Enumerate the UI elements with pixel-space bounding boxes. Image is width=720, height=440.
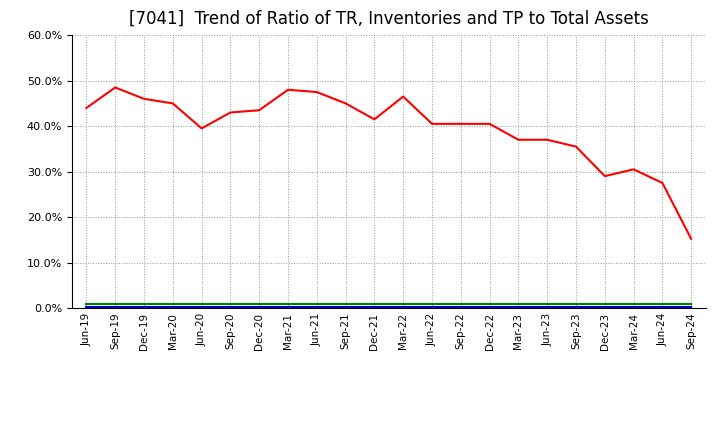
Trade Receivables [485, 121, 494, 126]
Trade Receivables [600, 173, 609, 179]
Trade Payables [284, 301, 292, 307]
Inventories [111, 304, 120, 309]
Trade Receivables [370, 117, 379, 122]
Trade Receivables [399, 94, 408, 99]
Trade Payables [687, 301, 696, 307]
Trade Receivables [456, 121, 465, 126]
Trade Receivables [687, 236, 696, 242]
Inventories [658, 304, 667, 309]
Trade Receivables [111, 85, 120, 90]
Inventories [485, 304, 494, 309]
Trade Receivables [255, 107, 264, 113]
Trade Payables [255, 301, 264, 307]
Trade Receivables [543, 137, 552, 143]
Trade Receivables [572, 144, 580, 149]
Inventories [284, 304, 292, 309]
Trade Payables [341, 301, 350, 307]
Inventories [168, 304, 177, 309]
Trade Payables [370, 301, 379, 307]
Trade Payables [197, 301, 206, 307]
Trade Payables [111, 301, 120, 307]
Inventories [399, 304, 408, 309]
Trade Payables [485, 301, 494, 307]
Trade Payables [514, 301, 523, 307]
Trade Payables [572, 301, 580, 307]
Trade Payables [312, 301, 321, 307]
Inventories [255, 304, 264, 309]
Inventories [514, 304, 523, 309]
Trade Receivables [168, 101, 177, 106]
Inventories [600, 304, 609, 309]
Inventories [456, 304, 465, 309]
Trade Payables [629, 301, 638, 307]
Trade Receivables [82, 105, 91, 110]
Trade Payables [140, 301, 148, 307]
Trade Payables [399, 301, 408, 307]
Trade Receivables [312, 89, 321, 95]
Inventories [370, 304, 379, 309]
Trade Payables [658, 301, 667, 307]
Trade Payables [600, 301, 609, 307]
Inventories [226, 304, 235, 309]
Trade Receivables [226, 110, 235, 115]
Trade Payables [428, 301, 436, 307]
Inventories [572, 304, 580, 309]
Trade Receivables [284, 87, 292, 92]
Inventories [543, 304, 552, 309]
Inventories [341, 304, 350, 309]
Trade Receivables [514, 137, 523, 143]
Trade Receivables [197, 126, 206, 131]
Trade Payables [456, 301, 465, 307]
Trade Receivables [428, 121, 436, 126]
Title: [7041]  Trend of Ratio of TR, Inventories and TP to Total Assets: [7041] Trend of Ratio of TR, Inventories… [129, 10, 649, 28]
Inventories [687, 304, 696, 309]
Trade Payables [82, 301, 91, 307]
Trade Receivables [140, 96, 148, 102]
Trade Receivables [341, 101, 350, 106]
Trade Payables [543, 301, 552, 307]
Line: Trade Receivables: Trade Receivables [86, 88, 691, 239]
Trade Payables [168, 301, 177, 307]
Inventories [197, 304, 206, 309]
Trade Receivables [629, 167, 638, 172]
Trade Receivables [658, 180, 667, 186]
Inventories [140, 304, 148, 309]
Trade Payables [226, 301, 235, 307]
Inventories [82, 304, 91, 309]
Inventories [629, 304, 638, 309]
Inventories [428, 304, 436, 309]
Inventories [312, 304, 321, 309]
